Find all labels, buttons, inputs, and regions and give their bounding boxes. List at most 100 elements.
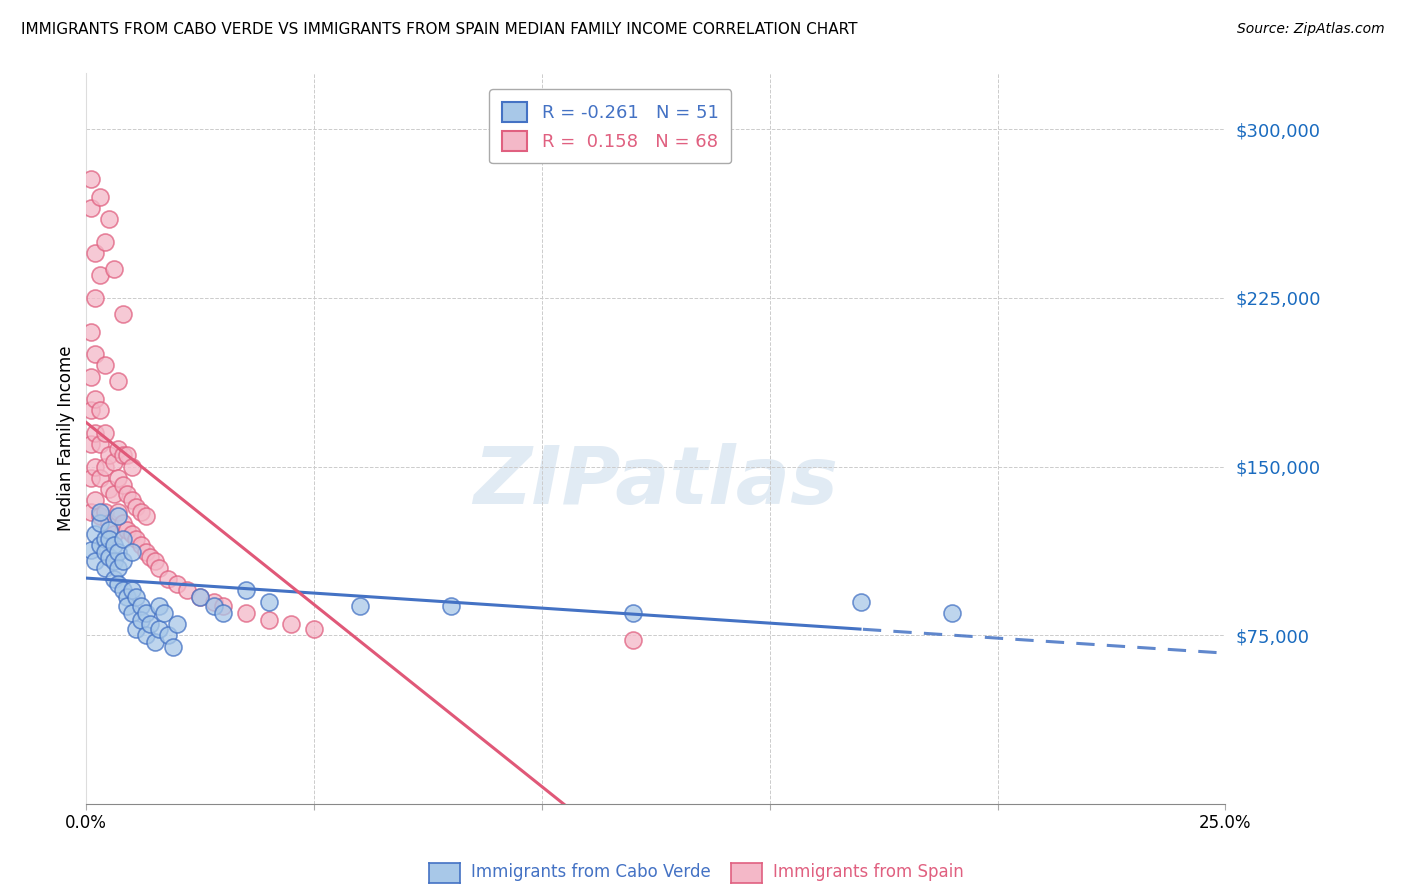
Point <box>111 554 134 568</box>
Point <box>93 459 115 474</box>
Y-axis label: Median Family Income: Median Family Income <box>58 346 75 532</box>
Point <box>152 606 174 620</box>
Point <box>98 482 121 496</box>
Point <box>93 425 115 440</box>
Text: Immigrants from Spain: Immigrants from Spain <box>773 863 965 881</box>
Point <box>103 455 125 469</box>
Point <box>125 532 148 546</box>
Point <box>93 359 115 373</box>
Point <box>80 325 103 339</box>
Point <box>111 307 134 321</box>
Point <box>84 527 107 541</box>
Text: IMMIGRANTS FROM CABO VERDE VS IMMIGRANTS FROM SPAIN MEDIAN FAMILY INCOME CORRELA: IMMIGRANTS FROM CABO VERDE VS IMMIGRANTS… <box>21 22 858 37</box>
Point <box>89 538 111 552</box>
Point <box>129 538 152 552</box>
Point <box>84 425 107 440</box>
Point <box>212 599 235 613</box>
Point <box>148 599 170 613</box>
Point <box>107 471 129 485</box>
Point <box>135 509 157 524</box>
Point <box>121 459 143 474</box>
Point <box>129 505 152 519</box>
Text: Source: ZipAtlas.com: Source: ZipAtlas.com <box>1237 22 1385 37</box>
Point <box>89 437 111 451</box>
Point <box>121 583 143 598</box>
Point <box>111 448 134 462</box>
Point <box>202 599 225 613</box>
Point <box>440 599 463 613</box>
Text: Immigrants from Cabo Verde: Immigrants from Cabo Verde <box>471 863 711 881</box>
Point <box>125 622 148 636</box>
Point <box>98 448 121 462</box>
Point <box>103 527 125 541</box>
Point <box>80 171 103 186</box>
Point <box>117 590 139 604</box>
Point <box>121 545 143 559</box>
Point <box>103 486 125 500</box>
Point <box>80 403 103 417</box>
Point <box>212 606 235 620</box>
Point <box>80 505 103 519</box>
Point <box>257 613 280 627</box>
Point <box>621 606 644 620</box>
Point <box>111 477 134 491</box>
Point <box>84 291 107 305</box>
Point <box>103 538 125 552</box>
Point <box>103 572 125 586</box>
Point <box>139 617 162 632</box>
Point <box>89 471 111 485</box>
Point <box>121 606 143 620</box>
Point <box>135 628 157 642</box>
Point <box>176 583 198 598</box>
Point <box>103 554 125 568</box>
Point <box>941 606 963 620</box>
Point <box>80 369 103 384</box>
Point <box>349 599 371 613</box>
Point <box>84 392 107 406</box>
Point <box>139 549 162 564</box>
Point <box>107 509 129 524</box>
Point <box>135 545 157 559</box>
Point <box>117 523 139 537</box>
Point <box>80 542 103 557</box>
Point <box>129 599 152 613</box>
Point <box>93 505 115 519</box>
Point <box>103 261 125 276</box>
Point <box>257 594 280 608</box>
Point <box>98 549 121 564</box>
Point <box>98 516 121 530</box>
Point <box>117 599 139 613</box>
Point <box>89 509 111 524</box>
Point <box>280 617 302 632</box>
Point <box>89 403 111 417</box>
Point <box>143 635 166 649</box>
Point <box>162 640 184 654</box>
Point <box>98 212 121 227</box>
Point <box>849 594 872 608</box>
Point <box>93 532 115 546</box>
Point <box>107 505 129 519</box>
Point <box>188 590 211 604</box>
Point <box>111 532 134 546</box>
Point <box>125 590 148 604</box>
Point <box>235 583 257 598</box>
Point <box>129 613 152 627</box>
Point <box>107 561 129 575</box>
Point <box>188 590 211 604</box>
Point <box>93 561 115 575</box>
Point <box>98 523 121 537</box>
Point <box>135 606 157 620</box>
Point <box>302 622 325 636</box>
Point <box>111 583 134 598</box>
Point <box>84 347 107 361</box>
Point <box>621 632 644 647</box>
Point <box>89 190 111 204</box>
Point <box>107 374 129 388</box>
Point <box>148 561 170 575</box>
Point <box>84 246 107 260</box>
Point <box>235 606 257 620</box>
Point <box>80 437 103 451</box>
Point <box>117 486 139 500</box>
Point <box>166 576 188 591</box>
Point <box>166 617 188 632</box>
